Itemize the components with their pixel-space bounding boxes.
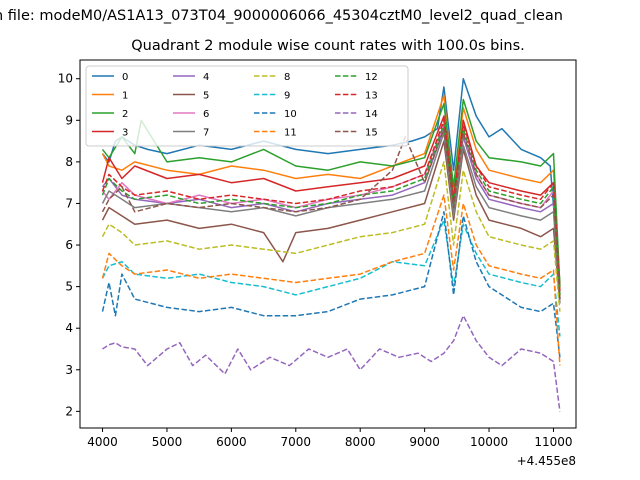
series-line-9	[101, 219, 561, 337]
legend-label-2: 2	[122, 109, 128, 120]
series-line-15	[101, 127, 561, 300]
x-tick-label: 8000	[345, 435, 376, 449]
legend-label-12: 12	[365, 72, 378, 83]
y-tick-label: 6	[65, 238, 73, 252]
legend-label-9: 9	[284, 91, 290, 102]
y-tick-label: 9	[65, 113, 73, 127]
legend-label-14: 14	[365, 109, 378, 120]
legend-label-5: 5	[203, 91, 209, 102]
series-line-10	[101, 211, 561, 358]
x-tick-label: 7000	[281, 435, 312, 449]
y-tick-label: 5	[65, 280, 73, 294]
legend-label-7: 7	[203, 128, 209, 139]
y-axis: 2 3 4 5 6 7 8 9 10	[58, 72, 80, 418]
legend-label-3: 3	[122, 128, 128, 139]
axes-frame	[79, 59, 577, 429]
legend-label-11: 11	[284, 128, 297, 139]
legend-label-10: 10	[284, 109, 297, 120]
legend-label-8: 8	[284, 72, 290, 83]
y-tick-label: 4	[65, 321, 73, 335]
series-line-11	[101, 194, 561, 366]
series-line-5	[101, 140, 561, 304]
series-line-14	[102, 314, 561, 412]
series-line-1	[101, 94, 561, 287]
series-layer	[101, 77, 561, 412]
legend-label-15: 15	[365, 128, 378, 139]
x-tick-label: 9000	[409, 435, 440, 449]
y-tick-label: 2	[65, 404, 73, 418]
x-tick-label: 5000	[152, 435, 183, 449]
x-tick-label: 10000	[470, 435, 508, 449]
y-tick-label: 10	[58, 72, 73, 86]
x-tick-label: 6000	[216, 435, 247, 449]
legend-label-13: 13	[365, 91, 378, 102]
legend-box	[85, 65, 409, 147]
legend-label-4: 4	[203, 72, 209, 83]
suptitle: n file: modeM0/AS1A13_073T04_9000006066_…	[0, 8, 563, 24]
series-line-3	[101, 115, 561, 295]
series-line-12	[101, 123, 561, 295]
x-offset-label: +4.455e8	[517, 454, 576, 468]
y-tick-label: 8	[65, 155, 73, 169]
legend-label-0: 0	[122, 72, 128, 83]
y-tick-label: 3	[65, 363, 73, 377]
legend-label-6: 6	[203, 109, 209, 120]
legend-label-1: 1	[122, 91, 128, 102]
series-line-13	[101, 119, 561, 291]
series-line-8	[101, 161, 561, 312]
x-axis: 4000 5000 6000 7000 8000 9000 10000 11000	[87, 428, 573, 449]
x-tick-label: 11000	[534, 435, 572, 449]
series-line-7	[101, 132, 561, 304]
chart-title: Quadrant 2 module wise count rates with …	[131, 38, 525, 54]
y-tick-label: 7	[65, 196, 73, 210]
series-line-4	[101, 127, 561, 300]
x-tick-label: 4000	[87, 435, 118, 449]
